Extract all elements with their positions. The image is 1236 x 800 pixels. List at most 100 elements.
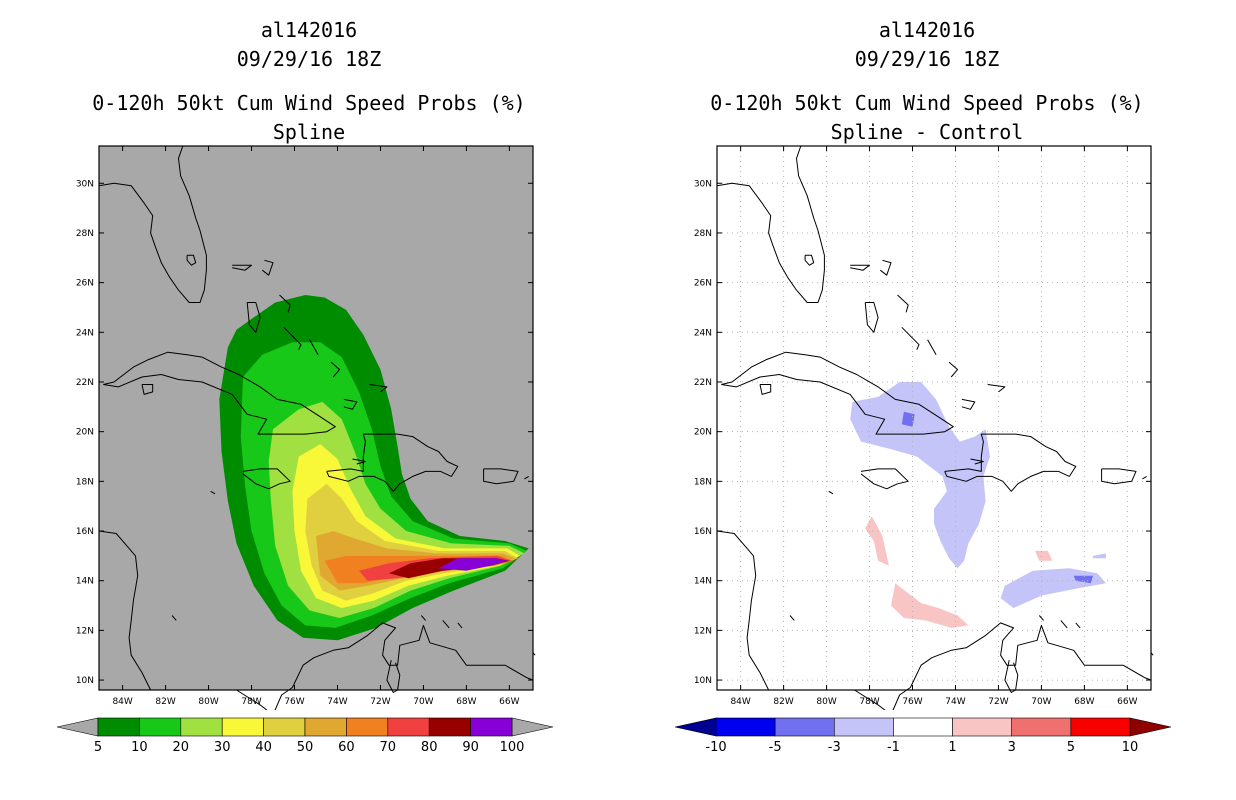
coast-central-america [716,530,770,691]
coast-hispaniola [326,433,459,492]
colorbar-swatch [952,717,1013,737]
lat-label: 24N [694,328,712,338]
map-frame [716,145,1152,691]
coast-south-america [219,622,534,710]
lat-label: 20N [694,428,712,438]
coast-long-island [309,339,319,355]
colorbar-swatch [139,717,182,737]
colorbar-label: 50 [297,740,314,755]
colorbar-label: -5 [769,740,782,755]
colorbar-label: 80 [421,740,438,755]
contour-neg5-4 [1073,575,1093,584]
lat-label: 14N [694,577,712,587]
contour-3-5 [865,516,889,566]
panel-subtitle: Spline [272,120,346,144]
colorbar-label: 5 [94,740,102,755]
lat-label: 14N [76,577,94,587]
colorbar-label: 70 [380,740,397,755]
coast-abaco [261,259,274,276]
lat-label: 12N [694,626,712,636]
lon-label: 70W [413,697,433,707]
lat-label: 16N [76,527,94,537]
lon-label: 82W [155,697,175,707]
coast-lake-maracaibo [1004,660,1019,693]
panel-spline: al142016 09/29/16 18Z 0-120h 50kt Cum Wi… [56,18,554,755]
coast-bonaire [1075,622,1081,629]
lat-label: 26N [694,279,712,289]
product-title: 0-120h 50kt Cum Wind Speed Probs (%) [710,91,1144,115]
coast-acklins [948,361,959,378]
lake-okeechobee [186,254,197,266]
contour-3-6 [891,583,969,628]
coast-south-america [837,622,1152,710]
panel-difference: al142016 09/29/16 18Z 0-120h 50kt Cum Wi… [618,0,1236,800]
lon-label: 78W [859,697,879,707]
lake-okeechobee [804,254,815,266]
colorbar-swatch [428,717,471,737]
lon-label: 76W [902,697,922,707]
lat-label: 28N [694,229,712,239]
colorbar-label: 60 [338,740,355,755]
coast-bonaire [457,622,463,629]
contour-3-7 [1035,550,1053,561]
contour-neg3-0 [850,382,990,569]
lon-label: 66W [499,697,519,707]
coast-vieques [524,475,529,480]
colorbar-arrow-low [56,717,99,737]
coast-grand-bahama [232,264,252,271]
coast-abaco [879,259,892,276]
coast-puerto-rico [483,468,519,485]
lat-label: 10N [694,676,712,686]
coast-long-island [927,339,937,355]
coast-gonave [970,458,984,465]
colorbar-label: 30 [214,740,231,755]
colorbar-swatch [1011,717,1072,737]
lon-label: 84W [730,697,750,707]
lon-label: 68W [456,697,476,707]
coast-caicos [987,384,1006,393]
lon-label: 74W [945,697,965,707]
storm-id-title: al142016 [260,18,358,42]
coast-exuma [283,326,302,350]
colorbar-arrow-high [511,717,554,737]
coastlines [98,145,536,710]
coast-caribbean-islands-2 [828,490,834,495]
coast-puerto-rico [1101,468,1137,485]
coast-abc-islands [420,615,426,621]
colorbar-label: -1 [887,740,900,755]
lat-label: 16N [694,527,712,537]
colorbar-swatch [221,717,264,737]
lon-label: 72W [370,697,390,707]
coast-isla-juventud [759,384,772,395]
colorbar-label: 40 [255,740,272,755]
colorbar-label: 3 [1008,740,1016,755]
colorbar-label: 90 [462,740,479,755]
colorbar-label: 100 [500,740,525,755]
colorbar-arrow-low [674,717,717,737]
coast-acklins [330,361,341,378]
lat-label: 30N [694,179,712,189]
colorbar-label: 10 [1122,740,1139,755]
lat-label: 12N [76,626,94,636]
coast-gulf [98,145,207,303]
lon-label: 66W [1117,697,1137,707]
lon-label: 80W [198,697,218,707]
coast-eleuthera [279,294,291,313]
coast-cuba [103,351,336,435]
colorbar-swatch [1070,717,1131,737]
colorbar-swatch [833,717,894,737]
lat-label: 26N [76,279,94,289]
colorbar-label: 5 [1067,740,1075,755]
coast-caribbean-islands-1 [789,615,795,621]
colorbar-swatch [715,717,776,737]
storm-id-title: al142016 [878,18,976,42]
colorbar-swatch [97,717,140,737]
datetime-title: 09/29/16 18Z [236,47,382,71]
lat-label: 22N [76,378,94,388]
coast-caribbean-islands-1 [171,615,177,621]
map-frame [98,145,534,691]
coast-curacao [442,620,450,629]
lat-label: 22N [694,378,712,388]
colorbar-label: 1 [948,740,956,755]
coast-eleuthera [897,294,909,313]
